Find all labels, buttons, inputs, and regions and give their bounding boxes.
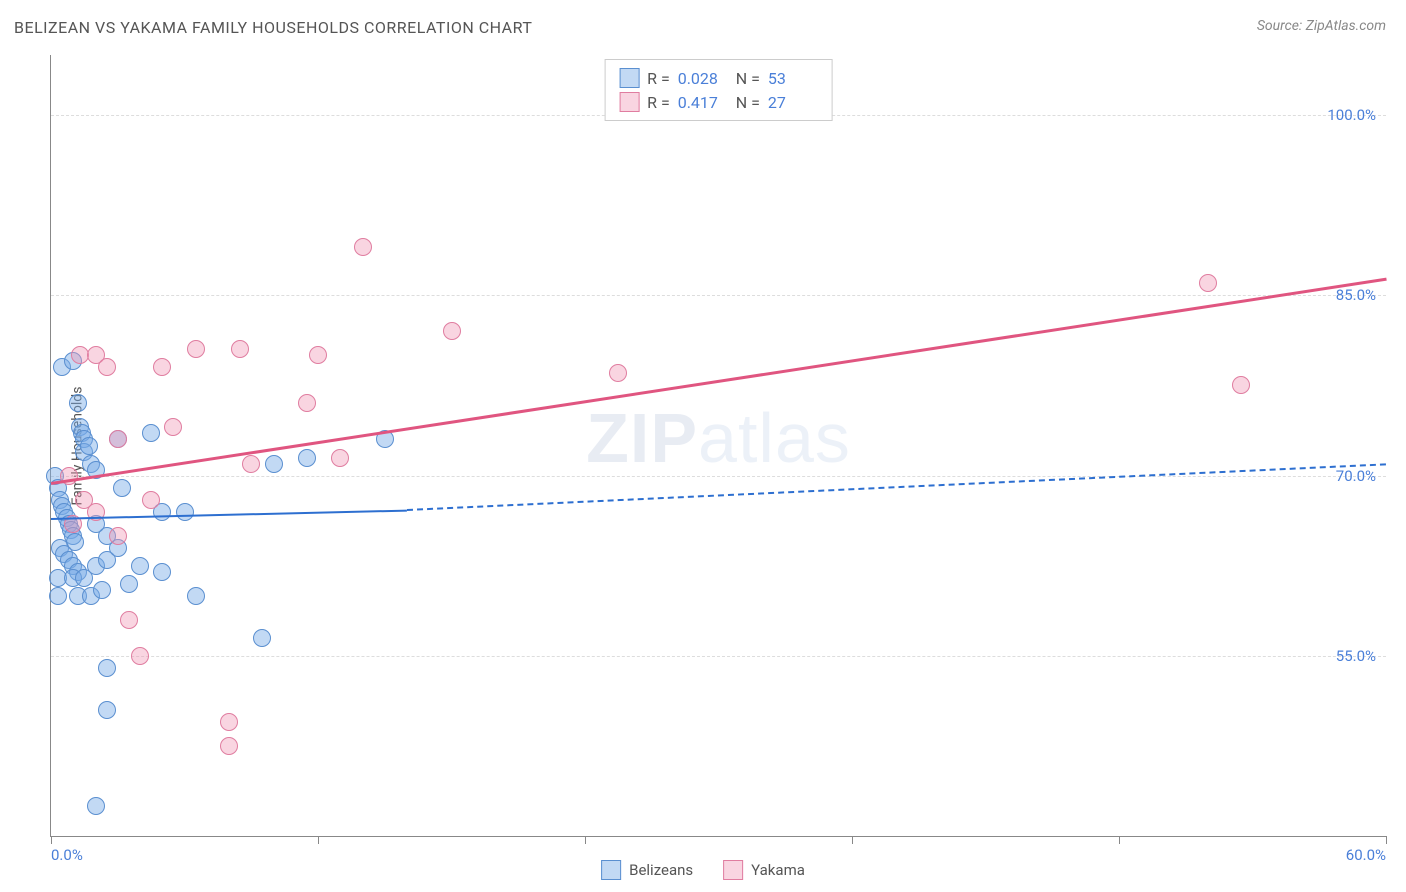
data-point bbox=[309, 346, 327, 364]
plot-area: ZIPatlas R =0.028N =53R =0.417N =27 0.0%… bbox=[50, 55, 1386, 837]
data-point bbox=[164, 418, 182, 436]
legend-item: Belizeans bbox=[601, 860, 693, 880]
gridline bbox=[51, 476, 1386, 477]
legend-swatch bbox=[619, 68, 639, 88]
data-point bbox=[265, 455, 283, 473]
data-point bbox=[298, 449, 316, 467]
gridline bbox=[51, 656, 1386, 657]
source-attribution: Source: ZipAtlas.com bbox=[1257, 18, 1386, 34]
n-value: 53 bbox=[768, 69, 818, 88]
r-label: R = bbox=[647, 93, 670, 112]
x-axis-max-label: 60.0% bbox=[1346, 846, 1386, 864]
data-point bbox=[98, 701, 116, 719]
correlation-chart: BELIZEAN VS YAKAMA FAMILY HOUSEHOLDS COR… bbox=[0, 0, 1406, 892]
data-point bbox=[93, 581, 111, 599]
data-point bbox=[153, 358, 171, 376]
data-point bbox=[354, 238, 372, 256]
gridline bbox=[51, 295, 1386, 296]
trend-line bbox=[51, 277, 1386, 484]
watermark: ZIPatlas bbox=[586, 398, 851, 478]
y-tick-label: 55.0% bbox=[1336, 647, 1376, 665]
y-tick-label: 70.0% bbox=[1336, 467, 1376, 485]
data-point bbox=[49, 587, 67, 605]
r-value: 0.028 bbox=[678, 69, 728, 88]
x-tick bbox=[852, 836, 853, 844]
legend-swatch bbox=[601, 860, 621, 880]
data-point bbox=[142, 491, 160, 509]
legend-stat-row: R = 0.417 N = 27 bbox=[619, 90, 818, 114]
r-label: R = bbox=[647, 69, 670, 88]
y-tick-label: 85.0% bbox=[1336, 286, 1376, 304]
data-point bbox=[443, 322, 461, 340]
chart-title: BELIZEAN VS YAKAMA FAMILY HOUSEHOLDS COR… bbox=[14, 18, 532, 37]
data-point bbox=[69, 394, 87, 412]
trend-line-dashed bbox=[407, 464, 1386, 512]
data-point bbox=[331, 449, 349, 467]
data-point bbox=[231, 340, 249, 358]
data-point bbox=[298, 394, 316, 412]
x-tick bbox=[318, 836, 319, 844]
data-point bbox=[98, 358, 116, 376]
data-point bbox=[131, 557, 149, 575]
n-label: N = bbox=[736, 69, 760, 88]
data-point bbox=[153, 563, 171, 581]
legend-item: Yakama bbox=[723, 860, 805, 880]
x-axis-min-label: 0.0% bbox=[51, 846, 83, 864]
data-point bbox=[1199, 274, 1217, 292]
data-point bbox=[176, 503, 194, 521]
x-tick bbox=[585, 836, 586, 844]
data-point bbox=[131, 647, 149, 665]
correlation-legend: R = 0.028 N = 53 R = 0.417 N = 27 bbox=[604, 59, 833, 121]
data-point bbox=[109, 430, 127, 448]
watermark-rest: atlas bbox=[698, 399, 851, 477]
data-point bbox=[87, 797, 105, 815]
data-point bbox=[253, 629, 271, 647]
x-tick bbox=[51, 836, 52, 844]
data-point bbox=[187, 587, 205, 605]
x-tick bbox=[1386, 836, 1387, 844]
data-point bbox=[220, 713, 238, 731]
watermark-bold: ZIP bbox=[586, 399, 698, 477]
legend-swatch bbox=[619, 92, 639, 112]
r-value: 0.417 bbox=[678, 93, 728, 112]
legend-swatch bbox=[723, 860, 743, 880]
data-point bbox=[80, 437, 98, 455]
data-point bbox=[113, 479, 131, 497]
x-tick bbox=[1119, 836, 1120, 844]
n-label: N = bbox=[736, 93, 760, 112]
legend-label: Belizeans bbox=[629, 861, 693, 879]
data-point bbox=[98, 659, 116, 677]
data-point bbox=[220, 737, 238, 755]
legend-label: Yakama bbox=[751, 861, 805, 879]
data-point bbox=[187, 340, 205, 358]
legend-stat-row: R = 0.028 N = 53 bbox=[619, 66, 818, 90]
n-value: 27 bbox=[768, 93, 818, 112]
data-point bbox=[142, 424, 160, 442]
data-point bbox=[1232, 376, 1250, 394]
data-point bbox=[120, 611, 138, 629]
data-point bbox=[109, 527, 127, 545]
data-point bbox=[242, 455, 260, 473]
series-legend: Belizeans Yakama bbox=[601, 860, 805, 880]
data-point bbox=[609, 364, 627, 382]
data-point bbox=[120, 575, 138, 593]
y-tick-label: 100.0% bbox=[1327, 106, 1376, 124]
